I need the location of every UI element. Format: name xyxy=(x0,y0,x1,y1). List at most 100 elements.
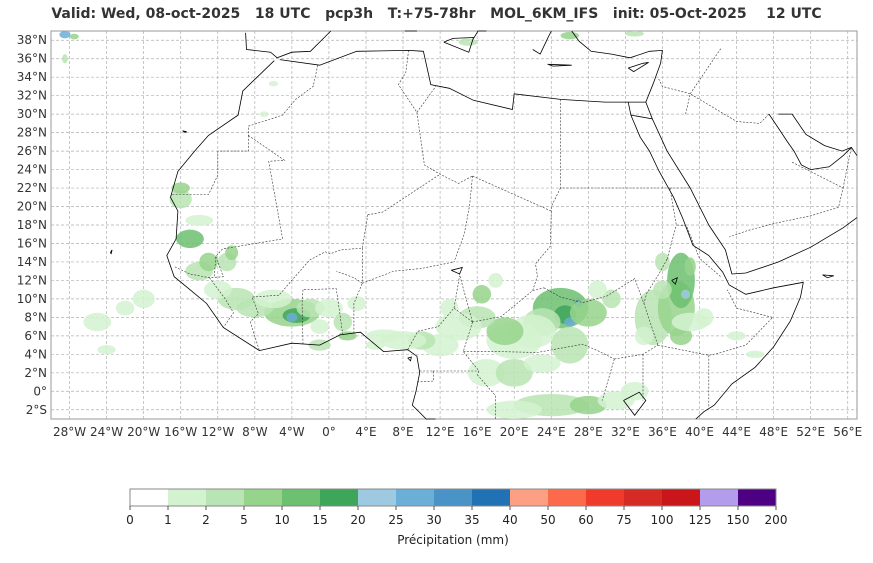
border-path xyxy=(462,321,480,375)
coastline-path xyxy=(109,249,113,255)
colorbar-swatch xyxy=(472,489,511,506)
coastline-path xyxy=(443,37,475,53)
coastline-path xyxy=(245,30,332,59)
border-path xyxy=(353,283,363,334)
lon-tick-label: 24°W xyxy=(90,425,123,439)
map-title: Valid: Wed, 08-oct-2025 18 UTC pcp3h T:+… xyxy=(51,6,822,22)
colorbar-tick-label: 200 xyxy=(765,513,788,527)
precip-cell xyxy=(569,395,607,415)
lat-tick-label: 26°N xyxy=(17,144,47,158)
lat-tick-label: 18°N xyxy=(17,218,47,232)
colorbar-swatch xyxy=(624,489,663,506)
precip-cell xyxy=(560,31,580,40)
border-path xyxy=(407,275,460,350)
colorbar-tick-label: 20 xyxy=(350,513,365,527)
precip-cell xyxy=(727,331,746,341)
precip-cell xyxy=(684,257,696,276)
colorbar-swatch xyxy=(358,489,397,506)
coastline-path xyxy=(532,30,552,55)
precip-cell xyxy=(486,317,524,346)
lon-tick-label: 16°W xyxy=(164,425,197,439)
precip-cell xyxy=(655,252,670,272)
lon-tick-label: 28°E xyxy=(574,425,603,439)
lat-tick-label: 36°N xyxy=(17,52,47,66)
precipitation-field xyxy=(59,30,765,419)
colorbar-tick-label: 40 xyxy=(502,513,517,527)
lat-tick-label: 4°N xyxy=(24,347,47,361)
colorbar-swatch xyxy=(738,489,777,506)
lat-tick-label: 22°N xyxy=(17,181,47,195)
lon-tick-label: 40°E xyxy=(685,425,714,439)
border-path xyxy=(302,288,344,335)
precip-cell xyxy=(588,280,607,299)
lon-tick-label: 8°E xyxy=(392,425,413,439)
precip-cell xyxy=(745,350,765,359)
coastline-path xyxy=(571,30,663,103)
precip-cell xyxy=(634,326,654,346)
lon-tick-label: 16°E xyxy=(463,425,492,439)
coastline-path xyxy=(623,391,647,416)
lat-tick-label: 34°N xyxy=(17,70,47,84)
colorbar-tick-label: 1 xyxy=(164,513,172,527)
precip-cell xyxy=(602,289,621,309)
colorbar-title: Précipitation (mm) xyxy=(397,533,509,547)
lat-tick-label: 12°N xyxy=(17,273,47,287)
colorbar-swatch xyxy=(510,489,549,506)
colorbar-tick-label: 0 xyxy=(126,513,134,527)
latitude-ticks: 38°N 36°N 34°N 32°N 30°N 28°N 26°N 24°N 22°N 20°N… xyxy=(17,33,47,417)
lon-tick-label: 12°E xyxy=(426,425,455,439)
precip-cell xyxy=(435,312,482,341)
border-path xyxy=(213,135,286,278)
lat-tick-label: 10°N xyxy=(17,292,47,306)
border-path xyxy=(643,259,668,304)
border-path xyxy=(362,261,455,284)
colorbar-tick-label: 25 xyxy=(388,513,403,527)
lat-tick-label: 2°N xyxy=(24,366,47,380)
colorbar-swatch xyxy=(662,489,701,506)
border-path xyxy=(690,93,770,124)
precip-cell xyxy=(488,273,504,288)
border-path xyxy=(472,175,552,212)
colorbar: 0 1 2 5 10 15 20 25 30 35 40 50 60 75 100 125 150 200Préc… xyxy=(126,488,788,547)
precip-cell xyxy=(97,345,116,355)
precip-cell xyxy=(495,358,533,387)
lon-tick-label: 32°E xyxy=(611,425,640,439)
coastline-path xyxy=(451,266,463,275)
precip-cell xyxy=(365,329,404,343)
precip-cell xyxy=(551,326,589,364)
lon-tick-label: 48°E xyxy=(759,425,788,439)
precip-cell xyxy=(333,312,353,332)
lat-tick-label: 2°S xyxy=(26,403,47,417)
coastline-path xyxy=(768,113,852,171)
precip-cell xyxy=(59,30,71,39)
border-path xyxy=(472,287,544,323)
lat-tick-label: 32°N xyxy=(17,89,47,103)
lon-tick-label: 20°E xyxy=(500,425,529,439)
precip-cell xyxy=(523,354,561,373)
colorbar-tick-label: 10 xyxy=(274,513,289,527)
precip-cell xyxy=(653,280,672,299)
colorbar-swatch xyxy=(548,489,587,506)
precip-cell xyxy=(669,326,693,346)
colorbar-swatch xyxy=(700,489,739,506)
lon-tick-label: 36°E xyxy=(648,425,677,439)
precip-cell xyxy=(315,298,343,318)
lon-tick-label: 24°E xyxy=(537,425,566,439)
precip-cell xyxy=(203,280,232,299)
border-path xyxy=(666,224,677,260)
border-path xyxy=(248,65,319,136)
lon-tick-label: 56°E xyxy=(833,425,862,439)
colorbar-swatch xyxy=(282,489,321,506)
border-path xyxy=(476,374,496,419)
precip-cell xyxy=(286,312,298,322)
border-path xyxy=(415,370,434,383)
lon-tick-label: 28°W xyxy=(53,425,86,439)
precip-cell xyxy=(347,296,366,311)
lat-tick-label: 14°N xyxy=(17,255,47,269)
border-path xyxy=(601,358,615,401)
colorbar-tick-label: 35 xyxy=(464,513,479,527)
precip-cell xyxy=(132,289,155,309)
precip-cell xyxy=(115,300,135,316)
colorbar-swatch xyxy=(396,489,435,506)
colorbar-tick-label: 150 xyxy=(727,513,750,527)
